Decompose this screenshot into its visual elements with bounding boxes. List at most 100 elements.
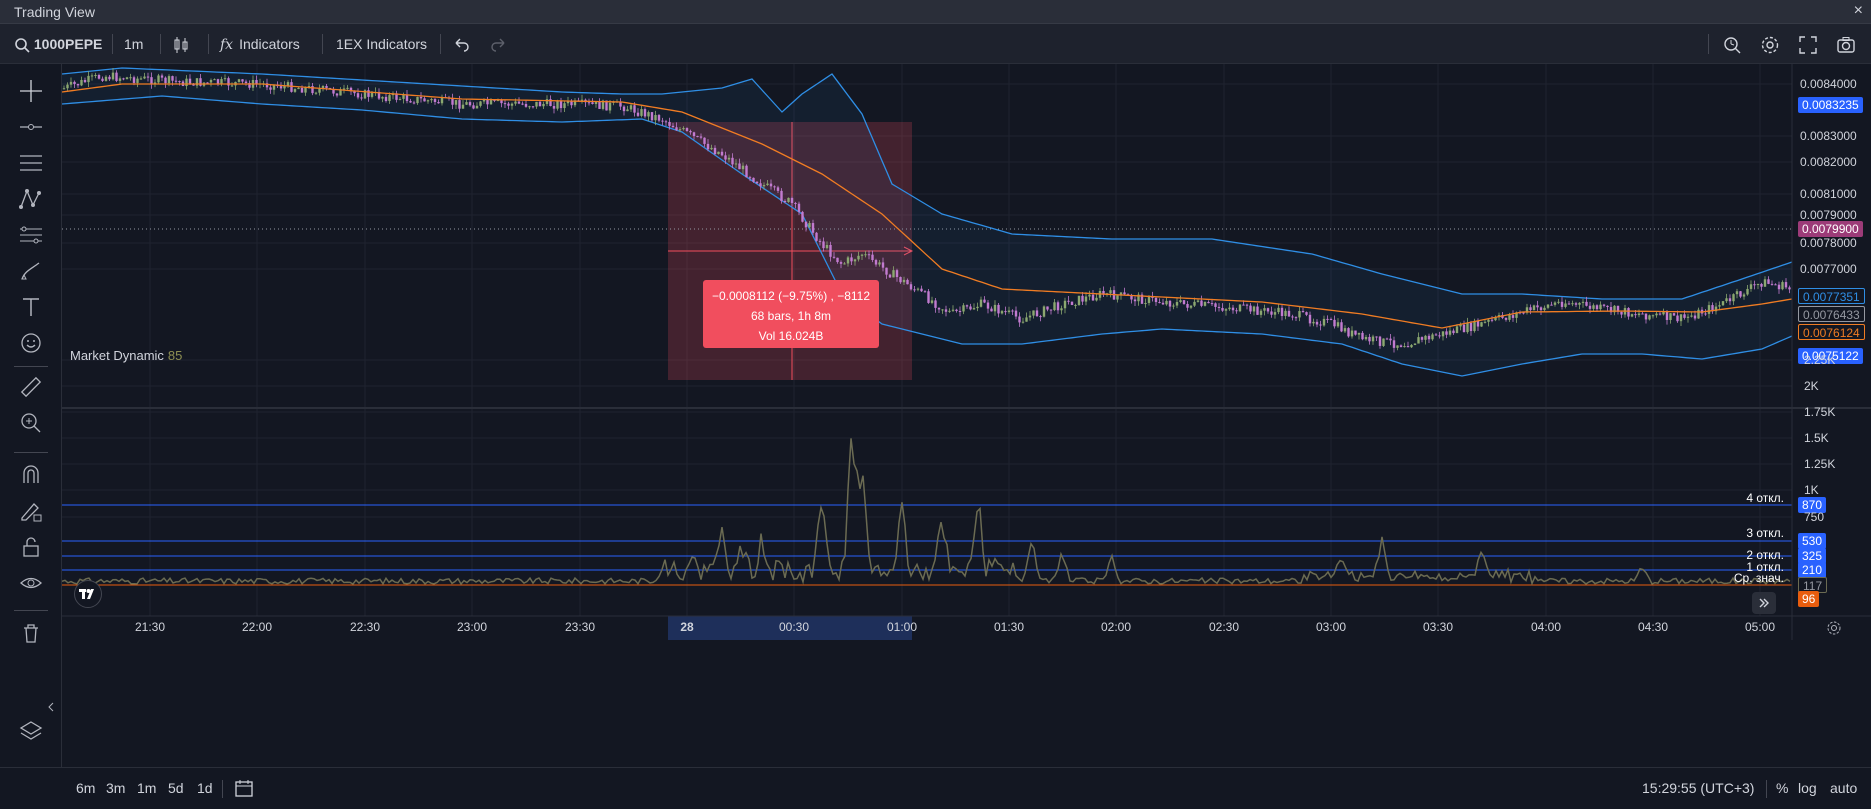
window-titlebar: Trading View × [0, 0, 1871, 24]
candle-body [1186, 303, 1189, 308]
candle-body [279, 86, 283, 89]
candle-body [1413, 343, 1417, 345]
zoom-tool[interactable] [18, 410, 44, 436]
candle-body [1340, 322, 1343, 332]
magnet-tool[interactable] [18, 462, 44, 488]
scroll-to-realtime-button[interactable] [1752, 592, 1776, 614]
interval-button[interactable]: 1m [124, 36, 144, 52]
drawing-toolbar [0, 64, 62, 767]
candle-body [1249, 305, 1252, 312]
indicator-tick-label: 1K [1804, 483, 1819, 497]
range-1m-button[interactable]: 1m [137, 780, 157, 796]
candle-body [1403, 346, 1406, 348]
crosshair-tool[interactable] [18, 78, 44, 104]
indicators-label: Indicators [239, 36, 300, 52]
candle-body [1228, 307, 1231, 310]
quick-search-button[interactable] [1722, 32, 1742, 56]
object-tree-button[interactable] [18, 718, 44, 744]
candle-body [1035, 310, 1039, 317]
emoji-tool[interactable] [18, 330, 44, 356]
candle-body [1042, 306, 1046, 317]
price-tick-label: 0.0078000 [1800, 236, 1857, 250]
candle-body [1567, 303, 1571, 305]
clock[interactable]: 15:29:55 (UTC+3) [1642, 780, 1755, 796]
candle-body [150, 77, 153, 85]
percent-scale-button[interactable]: % [1776, 780, 1789, 796]
candle-body [472, 105, 475, 109]
chart-canvas[interactable] [62, 64, 1871, 767]
measure-bars: 68 bars, 1h 8m [750, 309, 832, 323]
candle-body [769, 183, 773, 187]
range-3m-button[interactable]: 3m [106, 780, 126, 796]
remove-drawings-tool[interactable] [18, 620, 44, 646]
candle-body [1515, 312, 1518, 318]
range-5d-button[interactable]: 5d [168, 780, 184, 796]
candle-body [528, 106, 531, 108]
candle-body [836, 257, 839, 263]
candle-body [1581, 301, 1585, 303]
tradingview-logo[interactable] [74, 580, 102, 608]
undo-button[interactable] [452, 32, 470, 56]
candle-body [738, 163, 741, 170]
candle-body [1560, 301, 1564, 307]
candle-body [780, 190, 783, 202]
candle-body [76, 84, 80, 86]
text-tool[interactable] [18, 294, 44, 320]
symbol-search-button[interactable]: 1000PEPE [14, 32, 102, 56]
fib-tool[interactable] [18, 150, 44, 176]
time-axis-settings-button[interactable] [1826, 620, 1844, 638]
candle-body [1438, 335, 1441, 337]
auto-scale-button[interactable]: auto [1830, 780, 1858, 796]
candle-body [605, 100, 608, 111]
candle-body [174, 80, 178, 82]
candle-body [853, 259, 857, 262]
candle-body [1424, 335, 1427, 340]
indicators-button[interactable]: fx Indicators [220, 32, 300, 56]
redo-icon [491, 38, 505, 52]
toolbar-divider [440, 34, 441, 54]
trend-line-tool[interactable] [18, 114, 44, 140]
time-tick-label: 04:00 [1530, 620, 1562, 634]
lock-drawing-tool[interactable] [18, 498, 44, 524]
candle-body [1280, 307, 1284, 316]
crosshair-price-tag: 0.0079900 [1798, 221, 1863, 237]
candle-body [710, 147, 713, 150]
forecast-tool[interactable] [18, 222, 44, 248]
candle-body [608, 102, 612, 111]
candle-body [944, 309, 948, 312]
toolbar-divider [1708, 34, 1709, 54]
lock-all-tool[interactable] [18, 534, 44, 560]
go-to-date-button[interactable] [234, 778, 254, 801]
fullscreen-button[interactable] [1798, 32, 1818, 56]
candle-body [1119, 292, 1123, 296]
candle-body [1651, 315, 1655, 317]
candle-body [958, 311, 962, 313]
candle-body [1417, 337, 1420, 344]
hide-drawings-tool[interactable] [18, 570, 44, 596]
candle-body [1014, 310, 1018, 317]
candle-body [1161, 302, 1165, 305]
chart-type-button[interactable] [172, 32, 190, 56]
candle-body [874, 260, 878, 265]
candle-body [1634, 314, 1637, 316]
pattern-tool[interactable] [18, 186, 44, 212]
screenshot-button[interactable] [1836, 32, 1856, 56]
range-1d-button[interactable]: 1d [197, 780, 213, 796]
measure-volume: Vol 16.024B [758, 329, 824, 343]
custom-indicators-button[interactable]: 1EX Indicators [336, 36, 428, 52]
measure-tool[interactable] [18, 374, 44, 400]
collapse-toolbar-button[interactable] [44, 694, 58, 720]
candle-body [1599, 304, 1602, 310]
close-window-button[interactable]: × [1853, 2, 1863, 19]
redo-button[interactable] [490, 32, 508, 56]
candle-body [717, 151, 720, 155]
indicator-title[interactable]: Market Dynamic 85 [70, 348, 182, 363]
log-scale-button[interactable]: log [1798, 780, 1817, 796]
range-6m-button[interactable]: 6m [76, 780, 96, 796]
candle-body [580, 99, 584, 101]
brush-tool[interactable] [18, 258, 44, 284]
chart-area[interactable]: 0.0083235 0.0079900 0.0077351 0.0076433 … [62, 64, 1871, 767]
candle-body [454, 100, 458, 105]
candle-body [1704, 313, 1707, 315]
settings-button[interactable] [1760, 32, 1780, 56]
